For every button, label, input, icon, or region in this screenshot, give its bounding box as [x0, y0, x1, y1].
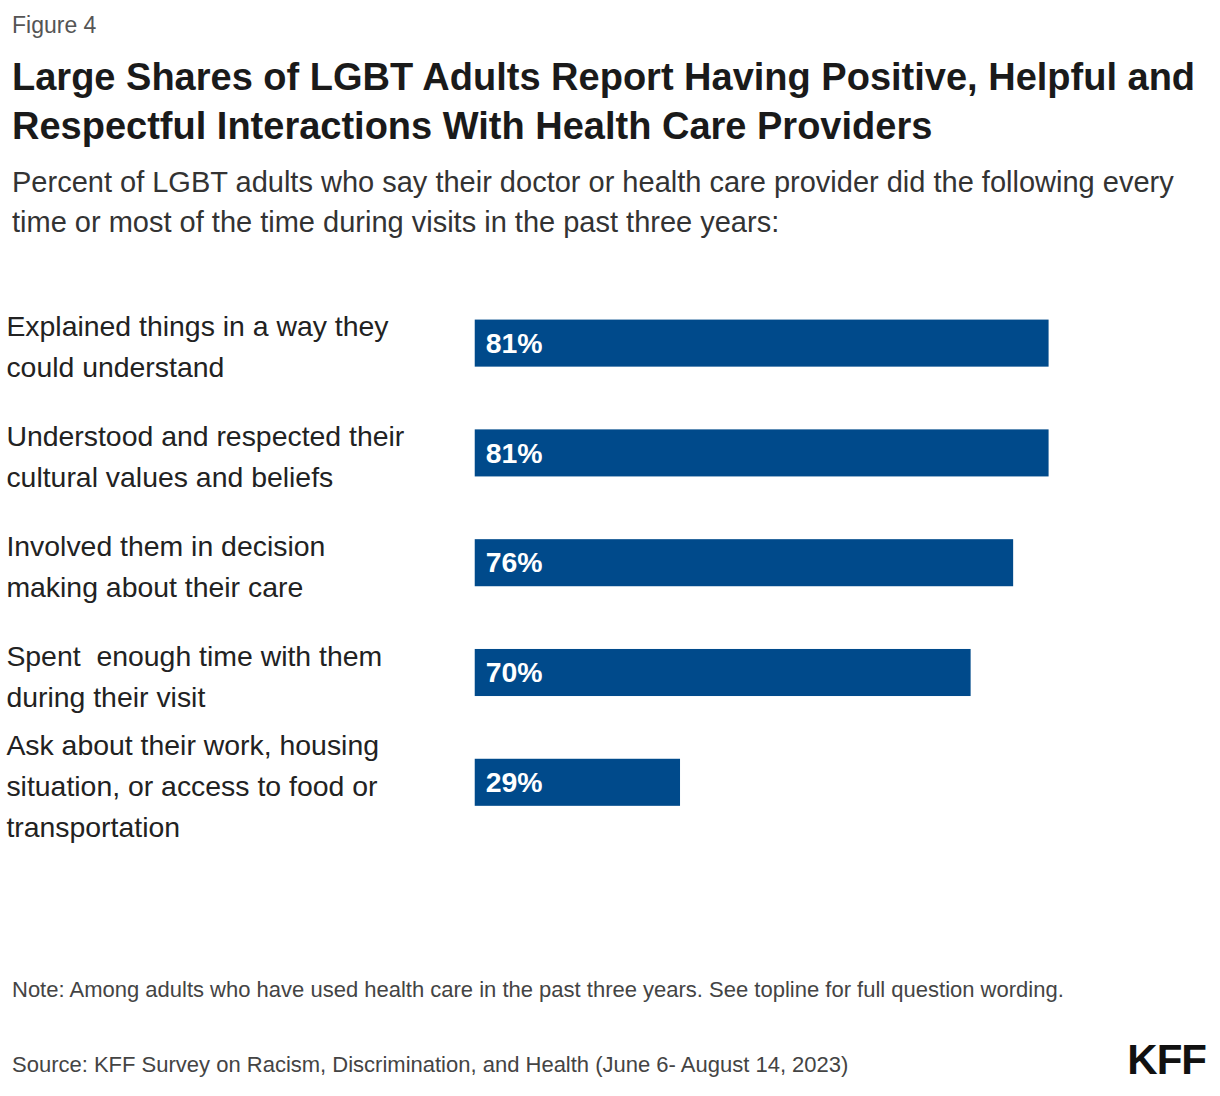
svg-text:Ask about their work, housings: Ask about their work, housingsituation, …	[6, 729, 379, 843]
svg-text:81%: 81%	[486, 436, 543, 468]
svg-text:81%: 81%	[486, 327, 543, 359]
html-text:Source: KFF Survey on Racism,: Source: KFF Survey on Racism, Discrimina…	[12, 1052, 849, 1077]
html-text:Percent of LGBT adults who say: Percent of LGBT adults who say their doc…	[12, 165, 1174, 239]
svg-text:Explained things in a way they: Explained things in a way theycould unde…	[6, 310, 389, 383]
html-text:Figure 4: Figure 4	[12, 12, 97, 38]
html-text:Note: Among adults who have us: Note: Among adults who have used health …	[12, 977, 1064, 1002]
html-text:KFF: KFF	[1127, 1036, 1206, 1083]
svg-text:76%: 76%	[486, 546, 543, 578]
svg-text:70%: 70%	[486, 656, 543, 688]
svg-text:Spent enough time with themdu: Spent enough time with themduring their …	[6, 640, 382, 713]
html-text:Large Shares of LGBT Adults Re: Large Shares of LGBT Adults Report Havin…	[12, 56, 1196, 148]
svg-text:Involved them in decisionmakin: Involved them in decisionmaking about th…	[6, 530, 325, 603]
svg-text:Understood and respected their: Understood and respected theircultural v…	[6, 420, 404, 493]
svg-text:29%: 29%	[486, 766, 543, 798]
